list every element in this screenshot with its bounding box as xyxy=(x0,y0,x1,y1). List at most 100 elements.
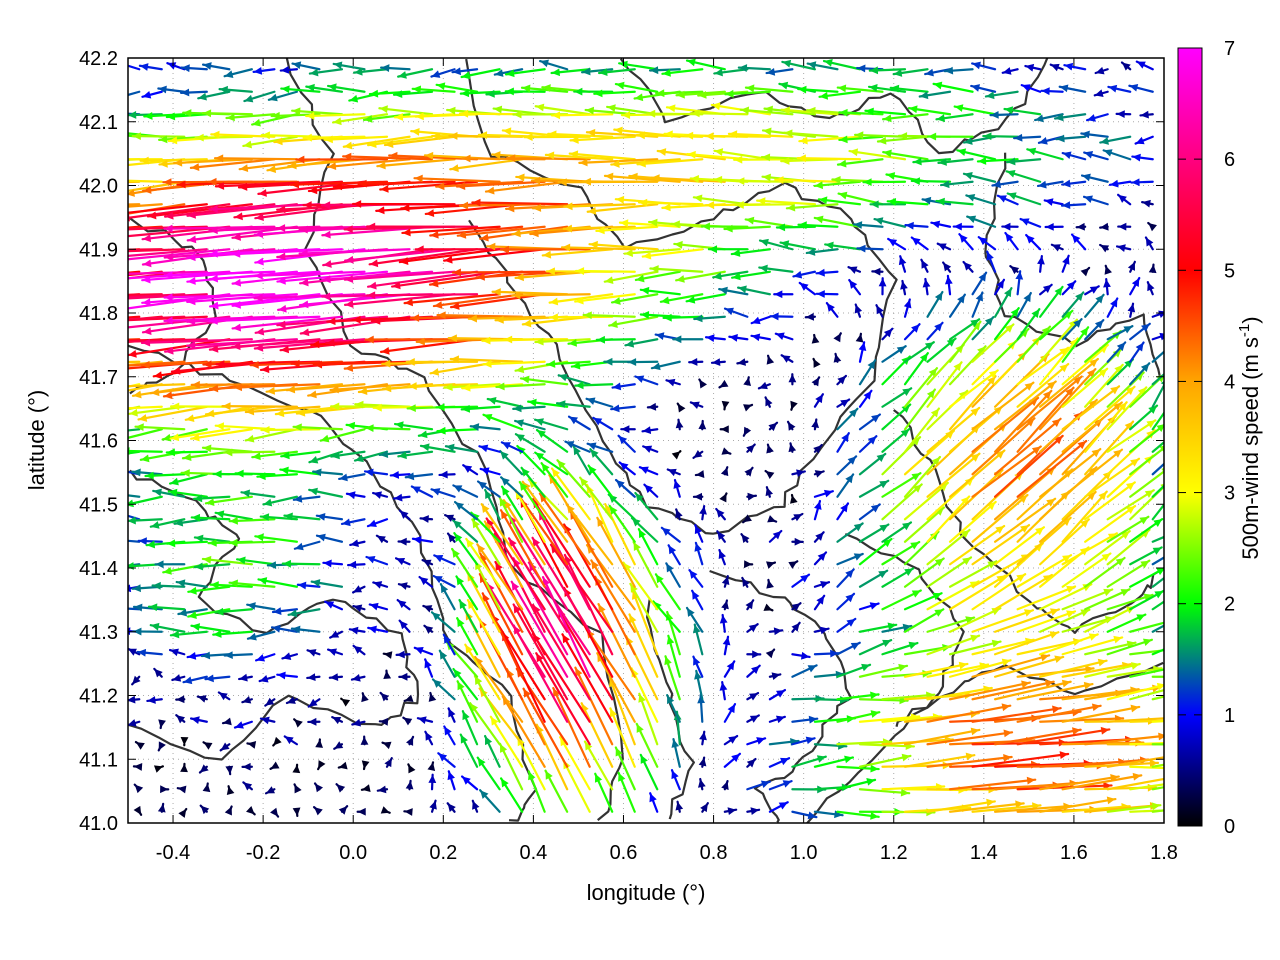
wind-vector xyxy=(765,67,794,76)
wind-vector xyxy=(1129,668,1164,678)
wind-vector xyxy=(881,403,912,431)
wind-vector xyxy=(697,90,749,99)
wind-vector xyxy=(201,109,253,118)
wind-vector-head xyxy=(800,574,810,583)
wind-vector xyxy=(675,270,726,283)
wind-vector-head xyxy=(303,133,312,142)
wind-vector-head xyxy=(1010,266,1020,275)
wind-vector-head xyxy=(1023,293,1031,303)
wind-vector-head xyxy=(417,716,427,724)
wind-vector xyxy=(392,90,434,98)
wind-vector xyxy=(878,277,887,296)
wind-vector-head xyxy=(686,295,696,304)
wind-vector-head xyxy=(725,89,734,98)
wind-vector xyxy=(1016,308,1041,341)
wind-vector-head xyxy=(405,780,414,790)
wind-vector-shaft xyxy=(596,652,636,723)
wind-vector-head xyxy=(1145,237,1154,247)
wind-vector-shaft xyxy=(1039,490,1097,543)
wind-vector xyxy=(1102,149,1132,161)
wind-vector-head xyxy=(468,314,477,323)
wind-vector-shaft xyxy=(128,383,186,388)
wind-vector-head xyxy=(604,357,613,366)
wind-vector xyxy=(255,653,276,662)
wind-vector xyxy=(501,127,569,138)
wind-vector-head xyxy=(1130,458,1140,467)
wind-vector-shaft xyxy=(926,686,993,701)
wind-vector-shaft xyxy=(623,248,681,255)
wind-vector xyxy=(453,532,479,566)
wind-vector-head xyxy=(855,131,864,140)
wind-vector xyxy=(550,111,614,120)
wind-vector xyxy=(484,488,501,521)
wind-vector-head xyxy=(176,715,186,724)
wind-vector-head xyxy=(1023,609,1033,617)
wind-vector-head xyxy=(1169,646,1178,654)
wind-vector xyxy=(545,360,591,368)
wind-vector xyxy=(1144,236,1154,251)
wind-vector xyxy=(424,730,434,746)
wind-vector xyxy=(464,643,501,701)
wind-vector-head xyxy=(832,175,841,184)
wind-vector-head xyxy=(142,259,152,268)
wind-vector xyxy=(573,87,614,96)
wind-vector-head xyxy=(519,481,528,491)
wind-vector xyxy=(534,103,591,116)
wind-vector xyxy=(937,158,974,166)
wind-vector-head xyxy=(522,319,532,328)
wind-vector xyxy=(881,483,923,521)
wind-vector xyxy=(372,581,389,589)
wind-vector-head xyxy=(607,104,616,112)
wind-vector-head xyxy=(213,470,222,479)
wind-vector-head xyxy=(429,279,439,288)
wind-vector-shaft xyxy=(881,785,946,791)
wind-vector xyxy=(1106,341,1127,363)
wind-vector xyxy=(956,148,997,161)
wind-vector xyxy=(128,539,141,543)
wind-vector-head xyxy=(736,177,745,186)
wind-vector xyxy=(659,293,704,305)
wind-vector-head xyxy=(535,418,544,426)
wind-vector xyxy=(518,480,546,521)
wind-vector xyxy=(1084,556,1126,588)
wind-vector-head xyxy=(392,281,401,290)
wind-vector xyxy=(993,307,1020,341)
wind-vector xyxy=(588,240,659,251)
wind-vector-shaft xyxy=(516,736,546,791)
wind-vector-head xyxy=(744,560,753,569)
wind-vector-head xyxy=(452,67,462,76)
wind-vector-head xyxy=(1158,310,1164,319)
wind-vector-shaft xyxy=(541,248,614,257)
wind-vector-head xyxy=(857,64,866,73)
wind-vector xyxy=(876,135,929,145)
wind-vector xyxy=(550,68,591,77)
wind-vector-shaft xyxy=(474,560,501,611)
wind-vector-shaft xyxy=(331,113,389,124)
wind-vector-head xyxy=(826,303,835,312)
wind-vector-shaft xyxy=(478,572,524,656)
wind-vector-head xyxy=(922,196,932,205)
wind-vector-head xyxy=(291,359,300,368)
wind-vector-shaft xyxy=(511,293,591,297)
wind-vector-shaft xyxy=(505,156,591,161)
wind-vector-head xyxy=(507,154,516,163)
wind-vector-head xyxy=(128,584,132,593)
wind-vector-head xyxy=(128,237,129,241)
wind-vector-head xyxy=(187,652,197,660)
wind-vector xyxy=(274,405,344,418)
wind-vector-head xyxy=(502,486,510,496)
wind-vector-head xyxy=(849,280,858,289)
wind-vector-shaft xyxy=(1106,528,1151,566)
wind-vector xyxy=(511,291,591,300)
wind-vector xyxy=(731,270,771,281)
wind-vector-head xyxy=(834,810,843,819)
wind-vector-shaft xyxy=(429,225,524,237)
wind-vector-head xyxy=(814,470,824,478)
x-tick-label: 1.8 xyxy=(1150,842,1178,864)
wind-vector-head xyxy=(353,585,363,593)
wind-vector xyxy=(202,782,211,793)
wind-vector-head xyxy=(485,736,493,746)
wind-vector-head xyxy=(978,237,988,246)
wind-vector-shaft xyxy=(1151,462,1164,476)
wind-vector xyxy=(510,580,569,678)
